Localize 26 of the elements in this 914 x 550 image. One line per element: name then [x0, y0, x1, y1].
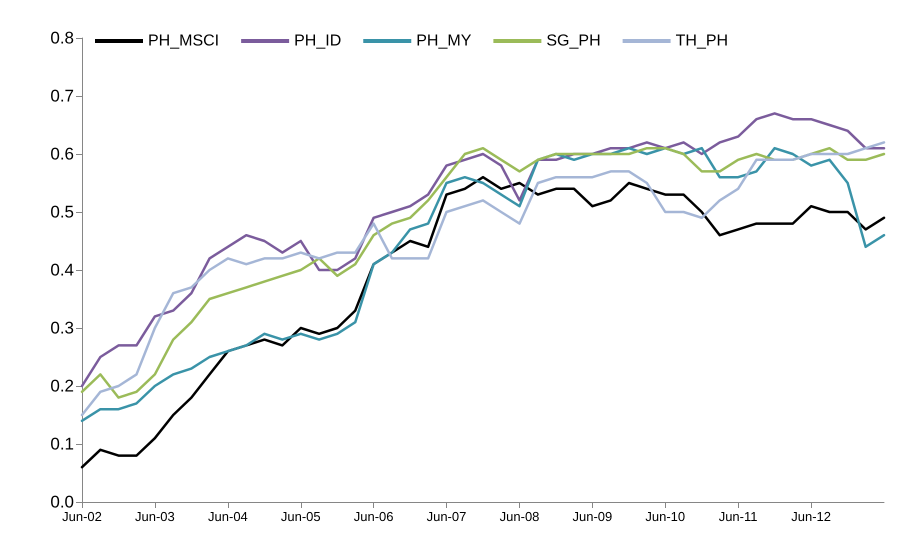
x-tick-label: Jun-03: [134, 509, 175, 524]
legend-label: SG_PH: [546, 32, 601, 50]
x-tick-label: Jun-05: [280, 509, 321, 524]
legend-label: PH_ID: [294, 32, 342, 50]
x-tick-label: Jun-11: [718, 509, 758, 524]
line-series: [80, 176, 886, 468]
y-tick-label: 0.2: [50, 376, 74, 396]
y-tick-label: 0.4: [50, 260, 74, 280]
x-tick-label: Jun-06: [354, 509, 394, 524]
x-tick-label: Jun-10: [645, 509, 686, 524]
legend-label: PH_MSCI: [148, 32, 220, 50]
legend-label: PH_MY: [416, 32, 472, 50]
legend-label: TH_PH: [676, 32, 728, 50]
x-tick-label: Jun-04: [208, 509, 248, 524]
y-tick-label: 0.3: [50, 318, 74, 338]
x-tick-label: Jun-07: [426, 509, 466, 524]
y-tick-label: 0.5: [50, 202, 74, 222]
y-tick-label: 0.1: [50, 434, 74, 454]
x-tick-label: Jun-09: [572, 509, 612, 524]
y-tick-label: 0.6: [50, 144, 74, 164]
x-tick-label: Jun-08: [500, 509, 540, 524]
y-tick-label: 0.7: [50, 86, 74, 106]
x-tick-label: Jun-12: [791, 509, 832, 524]
x-tick-label: Jun-02: [62, 509, 102, 524]
y-tick-label: 0.8: [50, 28, 74, 48]
y-tick-label: 0.0: [50, 492, 74, 512]
